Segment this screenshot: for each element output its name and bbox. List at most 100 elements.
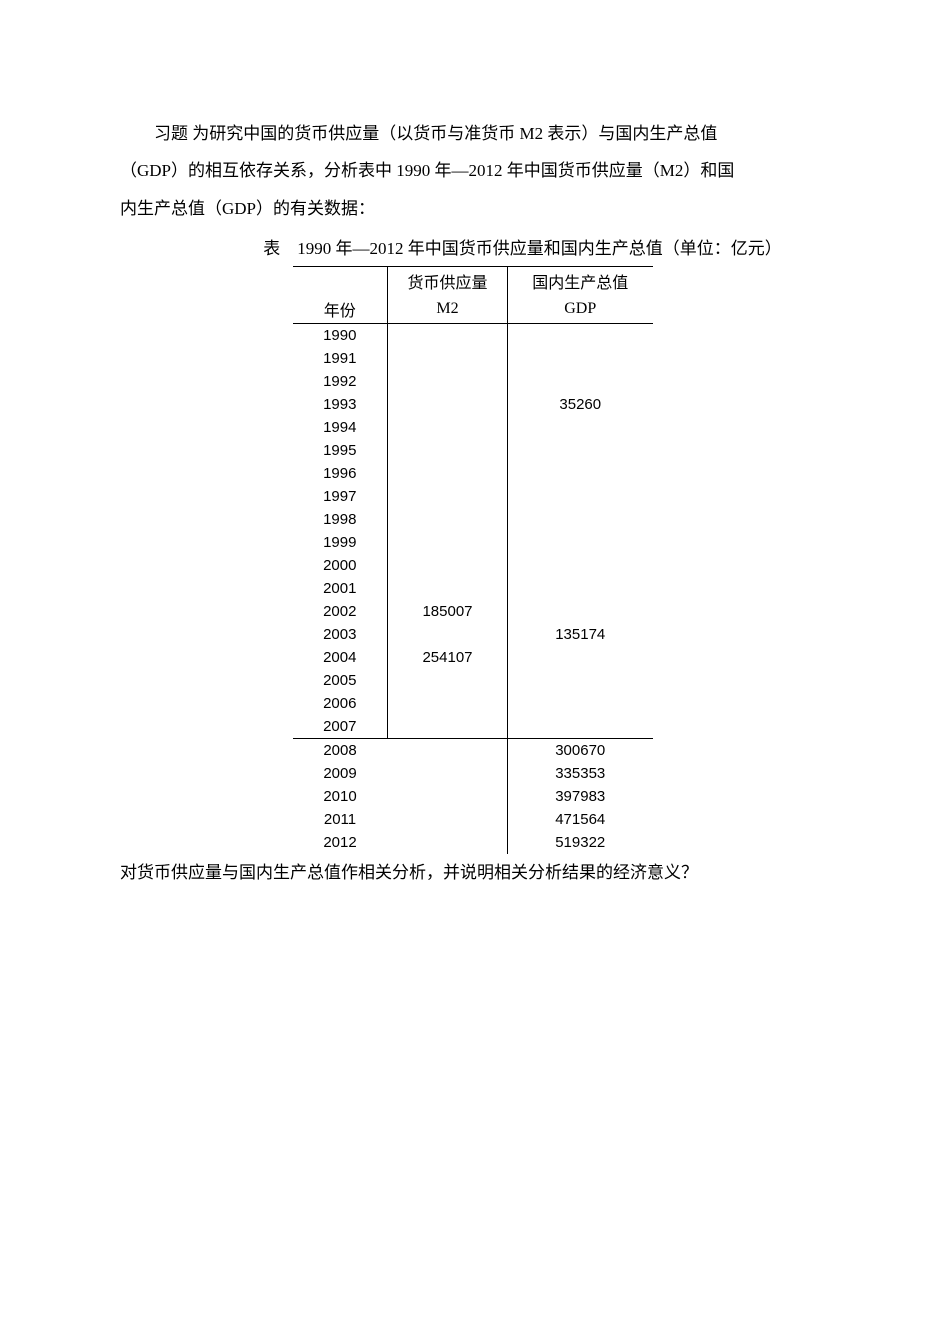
cell-m2 <box>388 692 508 715</box>
table-row: 2009 335353 <box>293 762 653 785</box>
table-row: 2006 <box>293 692 653 715</box>
cell-m2 <box>388 554 508 577</box>
table-head: 货币供应量 国内生产总值 年份 M2 GDP <box>293 267 653 324</box>
cell-year: 1992 <box>293 370 388 393</box>
header-m2-label: 货币供应量 <box>388 267 508 296</box>
cell-m2 <box>388 739 508 763</box>
table-row: 2000 <box>293 554 653 577</box>
cell-gdp: 35260 <box>508 393 653 416</box>
cell-gdp <box>508 600 653 623</box>
cell-gdp <box>508 439 653 462</box>
cell-gdp: 519322 <box>508 831 653 854</box>
cell-year: 2010 <box>293 785 388 808</box>
cell-gdp <box>508 370 653 393</box>
table-row: 2004254107 <box>293 646 653 669</box>
cell-year: 1990 <box>293 324 388 348</box>
table-row: 1993 35260 <box>293 393 653 416</box>
cell-gdp <box>508 531 653 554</box>
cell-gdp <box>508 577 653 600</box>
cell-m2 <box>388 808 508 831</box>
cell-gdp <box>508 416 653 439</box>
cell-gdp <box>508 462 653 485</box>
header-year: 年份 <box>293 295 388 324</box>
cell-gdp <box>508 508 653 531</box>
intro-line-1: 习题 为研究中国的货币供应量（以货币与准货币 M2 表示）与国内生产总值 <box>120 115 825 152</box>
cell-gdp <box>508 669 653 692</box>
table-row: 2008300670 <box>293 739 653 763</box>
header-row-1: 货币供应量 国内生产总值 <box>293 267 653 296</box>
cell-year: 2006 <box>293 692 388 715</box>
cell-m2 <box>388 416 508 439</box>
cell-m2 <box>388 715 508 739</box>
table-body-main: 1990199119921993352601994199519961997199… <box>293 324 653 739</box>
cell-year: 2012 <box>293 831 388 854</box>
cell-m2 <box>388 347 508 370</box>
intro-line-3: 内生产总值（GDP）的有关数据： <box>120 190 825 227</box>
cell-gdp: 300670 <box>508 739 653 763</box>
table-row: 2007 <box>293 715 653 739</box>
cell-m2 <box>388 485 508 508</box>
cell-year: 2001 <box>293 577 388 600</box>
header-m2-sub: M2 <box>388 295 508 324</box>
table-row: 1991 <box>293 347 653 370</box>
table-row: 2010397983 <box>293 785 653 808</box>
table-body-bottom: 20083006702009 33535320103979832011 471564… <box>293 739 653 855</box>
table-row: 1994 <box>293 416 653 439</box>
cell-m2: 254107 <box>388 646 508 669</box>
cell-year: 1991 <box>293 347 388 370</box>
cell-year: 1996 <box>293 462 388 485</box>
cell-m2 <box>388 508 508 531</box>
cell-m2 <box>388 439 508 462</box>
cell-year: 1995 <box>293 439 388 462</box>
cell-gdp <box>508 715 653 739</box>
cell-year: 2003 <box>293 623 388 646</box>
table-row: 2001 <box>293 577 653 600</box>
cell-m2 <box>388 531 508 554</box>
table-row: 1990 <box>293 324 653 348</box>
table-row: 1996 <box>293 462 653 485</box>
cell-year: 2000 <box>293 554 388 577</box>
cell-gdp <box>508 646 653 669</box>
header-empty <box>293 267 388 296</box>
table-row: 1995 <box>293 439 653 462</box>
table-row: 2011 471564 <box>293 808 653 831</box>
cell-year: 2005 <box>293 669 388 692</box>
cell-m2 <box>388 370 508 393</box>
table-row: 2012 519322 <box>293 831 653 854</box>
cell-year: 2002 <box>293 600 388 623</box>
cell-year: 1999 <box>293 531 388 554</box>
table-row: 2002185007 <box>293 600 653 623</box>
table-row: 1999 <box>293 531 653 554</box>
intro-paragraph: 习题 为研究中国的货币供应量（以货币与准货币 M2 表示）与国内生产总值 （GD… <box>120 115 825 227</box>
cell-m2 <box>388 669 508 692</box>
header-row-2: 年份 M2 GDP <box>293 295 653 324</box>
cell-year: 2009 <box>293 762 388 785</box>
cell-m2: 185007 <box>388 600 508 623</box>
table-row: 2003 135174 <box>293 623 653 646</box>
table-row: 1997 <box>293 485 653 508</box>
cell-gdp <box>508 554 653 577</box>
cell-gdp <box>508 692 653 715</box>
cell-year: 1994 <box>293 416 388 439</box>
cell-year: 1998 <box>293 508 388 531</box>
cell-year: 2011 <box>293 808 388 831</box>
cell-gdp <box>508 485 653 508</box>
cell-gdp: 335353 <box>508 762 653 785</box>
cell-m2 <box>388 785 508 808</box>
table-caption: 表 1990 年—2012 年中国货币供应量和国内生产总值（单位：亿元） <box>220 235 825 262</box>
cell-m2 <box>388 577 508 600</box>
table-row: 2005 <box>293 669 653 692</box>
header-gdp-sub: GDP <box>508 295 653 324</box>
cell-m2 <box>388 762 508 785</box>
question-text: 对货币供应量与国内生产总值作相关分析，并说明相关分析结果的经济意义？ <box>120 856 825 890</box>
cell-year: 1993 <box>293 393 388 416</box>
cell-gdp: 471564 <box>508 808 653 831</box>
cell-gdp: 135174 <box>508 623 653 646</box>
cell-year: 2007 <box>293 715 388 739</box>
cell-m2 <box>388 393 508 416</box>
cell-m2 <box>388 623 508 646</box>
table-row: 1998 <box>293 508 653 531</box>
cell-year: 2004 <box>293 646 388 669</box>
data-table: 货币供应量 国内生产总值 年份 M2 GDP 1990199119921993 3… <box>293 266 653 854</box>
cell-gdp <box>508 347 653 370</box>
